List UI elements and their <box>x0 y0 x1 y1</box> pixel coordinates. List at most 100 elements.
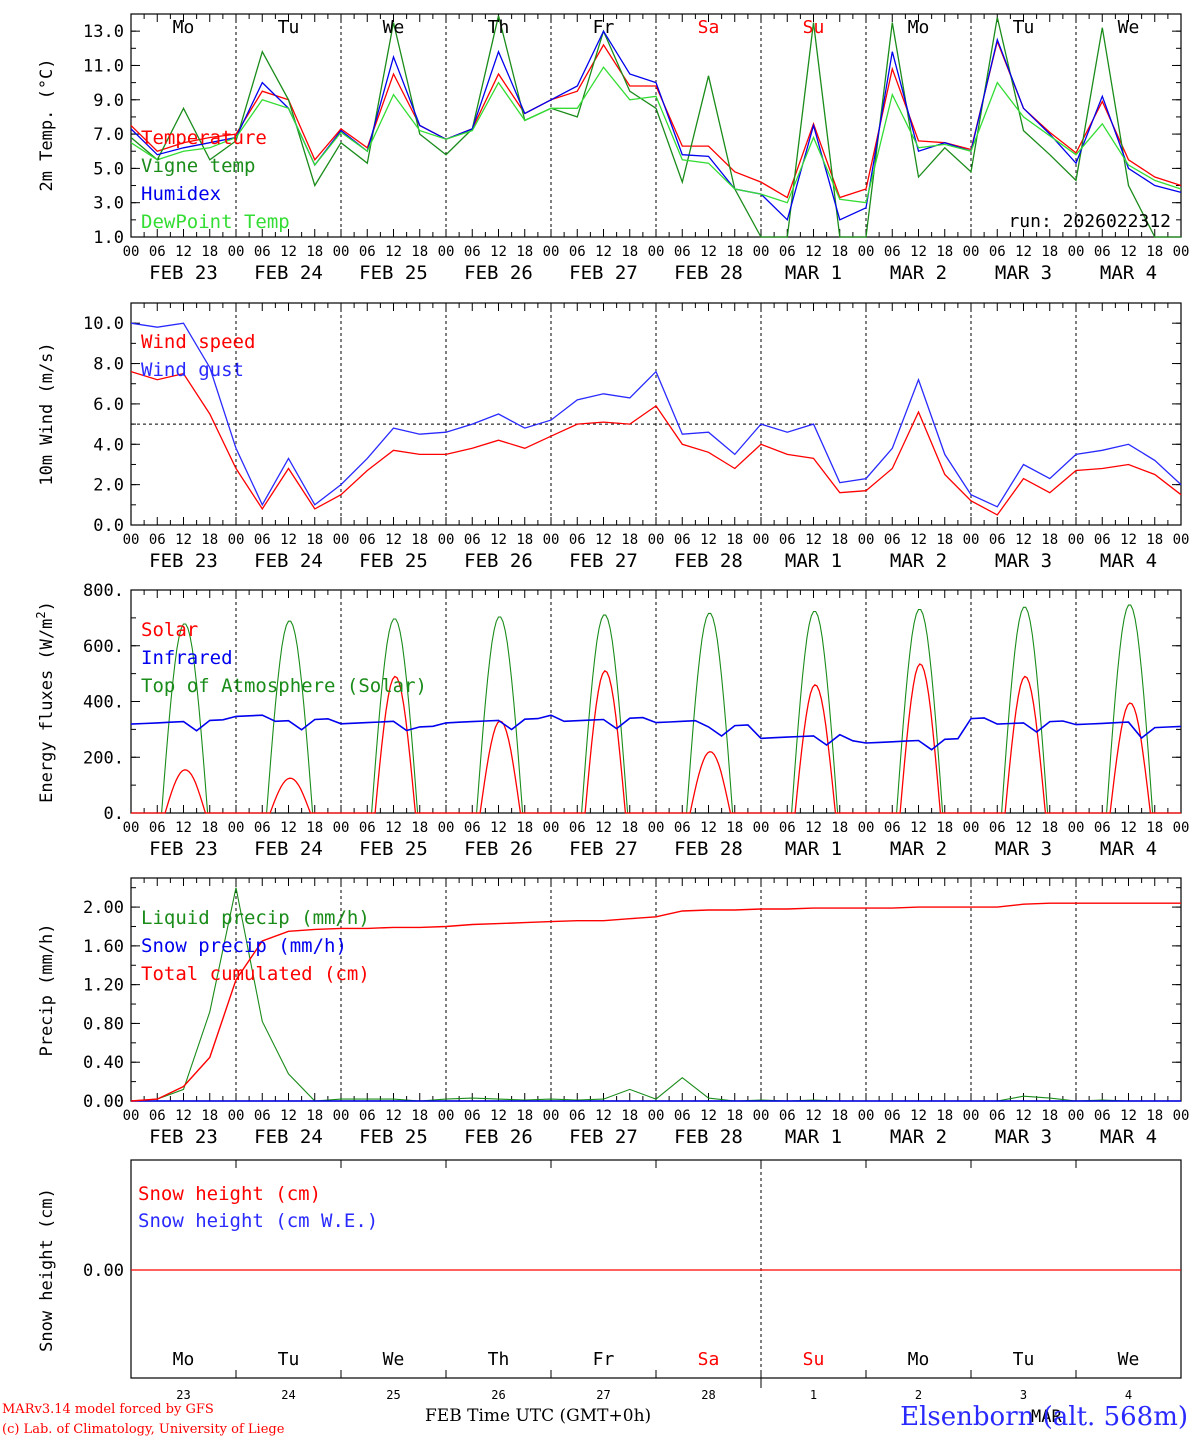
wind-y-label: 10m Wind (m/s) <box>37 342 57 485</box>
series-toa-solar <box>131 604 1181 814</box>
hour-tick-label: 06 <box>254 532 271 548</box>
hour-tick-label: 18 <box>411 244 428 260</box>
temperature-legend-entry: Vigne temp <box>141 155 255 177</box>
hour-tick-label: 18 <box>411 532 428 548</box>
hour-tick-label: 06 <box>149 1108 166 1124</box>
weekday-label: We <box>383 17 405 38</box>
hour-tick-label: 06 <box>569 1108 586 1124</box>
y-tick-label: 3.0 <box>93 194 124 214</box>
hour-tick-label: 18 <box>411 820 428 836</box>
weekday-label: Sa <box>698 1349 720 1370</box>
hour-tick-label: 12 <box>1015 820 1032 836</box>
y-tick-label: 4.0 <box>93 435 124 455</box>
hour-tick-label: 12 <box>280 1108 297 1124</box>
date-label: FEB 28 <box>674 1126 743 1148</box>
hour-tick-label: 06 <box>779 820 796 836</box>
hour-tick-label: 06 <box>989 820 1006 836</box>
date-label: FEB 24 <box>254 838 323 860</box>
date-label: FEB 25 <box>359 550 428 572</box>
y-tick-label: 0.40 <box>83 1053 124 1073</box>
date-label: MAR 1 <box>785 838 842 860</box>
hour-tick-label: 12 <box>385 1108 402 1124</box>
hour-tick-label: 00 <box>438 1108 455 1124</box>
hour-tick-label: 18 <box>936 244 953 260</box>
energy-y-label: Energy fluxes (W/m2) <box>34 601 57 803</box>
hour-tick-label: 06 <box>359 532 376 548</box>
hour-tick-label: 06 <box>884 532 901 548</box>
energy-legend-entry: Infrared <box>141 647 233 669</box>
month-right-label: MAR <box>1031 1407 1062 1427</box>
day-number-label: 3 <box>1020 1388 1027 1402</box>
hour-tick-label: 06 <box>989 532 1006 548</box>
hour-tick-label: 18 <box>831 532 848 548</box>
hour-tick-label: 18 <box>831 244 848 260</box>
precip-y-label: Precip (mm/h) <box>37 923 57 1056</box>
hour-tick-label: 12 <box>1120 532 1137 548</box>
weekday-label: Th <box>488 1349 510 1370</box>
hour-tick-label: 12 <box>385 244 402 260</box>
hour-tick-label: 12 <box>910 1108 927 1124</box>
date-label: FEB 23 <box>149 1126 218 1148</box>
temperature-y-label: 2m Temp. (°C) <box>37 58 57 191</box>
date-label: FEB 23 <box>149 550 218 572</box>
weekday-label: We <box>1118 17 1140 38</box>
hour-tick-label: 12 <box>700 244 717 260</box>
hour-tick-label: 12 <box>1015 532 1032 548</box>
hour-tick-label: 06 <box>989 1108 1006 1124</box>
series-solar <box>131 663 1181 814</box>
hour-tick-label: 12 <box>175 820 192 836</box>
hour-tick-label: 12 <box>595 244 612 260</box>
model-credit: MARv3.14 model forced by GFS (c) Lab. of… <box>2 1400 284 1440</box>
series-vigne-temp <box>130 15 1181 238</box>
hour-tick-label: 18 <box>516 820 533 836</box>
hour-tick-label: 18 <box>516 532 533 548</box>
day-number-label: 24 <box>281 1388 295 1402</box>
hour-tick-label: 18 <box>726 244 743 260</box>
weekday-label: Mo <box>908 1349 930 1370</box>
hour-tick-label: 00 <box>1173 532 1190 548</box>
hour-tick-label: 00 <box>858 820 875 836</box>
hour-tick-label: 18 <box>621 532 638 548</box>
hour-tick-label: 00 <box>1173 1108 1190 1124</box>
hour-tick-label: 12 <box>700 532 717 548</box>
hour-tick-label: 00 <box>228 1108 245 1124</box>
hour-tick-label: 12 <box>805 820 822 836</box>
date-label: FEB 24 <box>254 550 323 572</box>
hour-tick-label: 06 <box>1094 1108 1111 1124</box>
y-tick-label: 2.0 <box>93 476 124 496</box>
hour-tick-label: 06 <box>884 1108 901 1124</box>
date-label: FEB 27 <box>569 1126 638 1148</box>
date-label: MAR 2 <box>890 838 947 860</box>
hour-tick-label: 18 <box>306 244 323 260</box>
series-total-cumulated-cm- <box>130 902 1181 1102</box>
hour-tick-label: 12 <box>1015 1108 1032 1124</box>
hour-tick-label: 12 <box>910 244 927 260</box>
hour-tick-label: 00 <box>1068 820 1085 836</box>
hour-tick-label: 12 <box>490 820 507 836</box>
hour-tick-label: 18 <box>516 244 533 260</box>
hour-tick-label: 12 <box>595 532 612 548</box>
hour-tick-label: 06 <box>464 532 481 548</box>
hour-tick-label: 18 <box>621 1108 638 1124</box>
y-tick-label: 1.60 <box>83 937 124 957</box>
weekday-label: Fr <box>593 17 615 38</box>
date-label: FEB 23 <box>149 262 218 284</box>
hour-tick-label: 06 <box>1094 820 1111 836</box>
temperature-legend-entry: Temperature <box>141 127 267 149</box>
y-tick-label: 0.00 <box>83 1092 124 1112</box>
precip-legend-entry: Total cumulated (cm) <box>141 963 370 985</box>
weekday-label: Su <box>803 17 825 38</box>
hour-tick-label: 00 <box>753 1108 770 1124</box>
y-tick-label: 400. <box>83 693 124 713</box>
hour-tick-label: 00 <box>123 532 140 548</box>
hour-tick-label: 12 <box>1120 244 1137 260</box>
y-tick-label: 5.0 <box>93 159 124 179</box>
hour-tick-label: 18 <box>201 532 218 548</box>
date-label: MAR 3 <box>995 838 1052 860</box>
date-label: FEB 24 <box>254 262 323 284</box>
hour-tick-label: 18 <box>1041 244 1058 260</box>
month-left-label: FEB <box>425 1406 462 1426</box>
day-number-label: 27 <box>596 1388 610 1402</box>
hour-tick-label: 06 <box>359 820 376 836</box>
date-label: MAR 1 <box>785 550 842 572</box>
